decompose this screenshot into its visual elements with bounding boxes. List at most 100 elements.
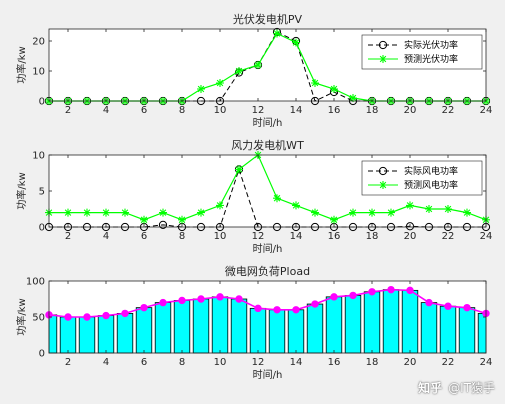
axes-bg-3 bbox=[49, 281, 486, 353]
predicted-point bbox=[216, 79, 224, 87]
load-point bbox=[254, 304, 262, 313]
bar bbox=[78, 316, 96, 354]
x-tick-label: 8 bbox=[179, 231, 185, 242]
load-point bbox=[64, 313, 72, 321]
bar bbox=[306, 303, 324, 354]
x-tick-label: 14 bbox=[290, 231, 303, 242]
load-point bbox=[349, 291, 357, 300]
x-tick-label: 20 bbox=[404, 231, 417, 242]
predicted-point bbox=[406, 201, 414, 210]
x-tick-label: 10 bbox=[214, 231, 227, 242]
load-point bbox=[102, 311, 110, 320]
x-tick-label: 16 bbox=[328, 231, 341, 242]
predicted-point bbox=[444, 205, 452, 213]
bar bbox=[344, 294, 362, 354]
x-tick-label: 12 bbox=[252, 105, 265, 116]
x-tick-label: 24 bbox=[480, 357, 493, 368]
x-tick-label: 18 bbox=[366, 231, 379, 242]
x-tick-label: 16 bbox=[328, 105, 341, 116]
x-tick-label: 22 bbox=[442, 105, 455, 116]
predicted-point bbox=[178, 215, 186, 224]
predicted-point bbox=[140, 215, 148, 224]
x-tick-label: 8 bbox=[179, 105, 185, 116]
bar bbox=[59, 316, 77, 354]
actual-point bbox=[158, 220, 168, 229]
y-tick-label: 10 bbox=[32, 67, 45, 78]
legend-label: 预测风电功率 bbox=[404, 179, 458, 191]
predicted-point bbox=[349, 94, 357, 102]
bar bbox=[325, 296, 343, 354]
x-tick-label: 20 bbox=[404, 105, 417, 116]
load-point bbox=[178, 296, 186, 305]
bar bbox=[211, 296, 229, 354]
bar bbox=[173, 300, 191, 354]
predicted-point bbox=[311, 79, 319, 87]
predicted-point bbox=[330, 215, 338, 224]
bar bbox=[382, 289, 400, 354]
x-axis-label-2: 时间/h bbox=[253, 242, 283, 255]
chart-title-1: 光伏发电机PV bbox=[233, 12, 303, 26]
y-tick-label: 10 bbox=[32, 151, 45, 162]
predicted-point bbox=[197, 85, 205, 93]
bar bbox=[477, 312, 487, 354]
watermark-handle: @IT猿手 bbox=[448, 381, 495, 395]
bar bbox=[97, 315, 115, 354]
y-tick-label: 100 bbox=[26, 277, 45, 288]
x-axis-label-1: 时间/h bbox=[253, 116, 283, 129]
predicted-point bbox=[216, 201, 224, 210]
chart-title-3: 微电网负荷Pload bbox=[225, 264, 310, 278]
y-tick-label: 50 bbox=[32, 313, 45, 324]
legend-marker bbox=[379, 181, 387, 189]
x-tick-label: 20 bbox=[404, 357, 417, 368]
watermark: 知乎 @IT猿手 bbox=[418, 379, 495, 396]
predicted-point bbox=[349, 208, 357, 217]
x-tick-label: 10 bbox=[214, 357, 227, 368]
bar bbox=[135, 307, 153, 354]
x-tick-label: 14 bbox=[290, 357, 303, 368]
x-tick-label: 6 bbox=[141, 357, 147, 368]
predicted-point bbox=[83, 208, 91, 217]
predicted-point bbox=[292, 201, 300, 210]
y-axis-label-3: 功率/kw bbox=[15, 298, 28, 335]
x-tick-label: 18 bbox=[366, 105, 379, 116]
x-tick-label: 12 bbox=[252, 231, 265, 242]
legend-marker bbox=[378, 40, 388, 50]
x-tick-label: 12 bbox=[252, 357, 265, 368]
predicted-point bbox=[463, 208, 471, 217]
x-tick-label: 6 bbox=[141, 105, 147, 116]
load-point bbox=[311, 300, 319, 308]
load-point bbox=[406, 286, 414, 295]
load-point bbox=[140, 303, 148, 312]
y-tick-label: 0 bbox=[39, 223, 45, 234]
load-point bbox=[159, 298, 167, 307]
load-point bbox=[83, 313, 91, 321]
x-tick-label: 18 bbox=[366, 357, 379, 368]
chart-title-2: 风力发电机WT bbox=[231, 138, 304, 152]
x-tick-label: 22 bbox=[442, 357, 455, 368]
load-point bbox=[292, 306, 300, 314]
plot-area-3 bbox=[45, 285, 490, 354]
load-point bbox=[330, 293, 338, 301]
predicted-point bbox=[235, 165, 243, 174]
legend-label: 实际光伏功率 bbox=[404, 39, 458, 51]
load-point bbox=[387, 285, 395, 294]
bar bbox=[458, 307, 476, 354]
legend-marker bbox=[378, 166, 388, 176]
bar bbox=[230, 298, 248, 354]
predicted-point bbox=[254, 61, 262, 69]
load-point bbox=[121, 309, 129, 318]
x-tick-label: 14 bbox=[290, 105, 303, 116]
x-axis-label-3: 时间/h bbox=[253, 368, 283, 381]
actual-point bbox=[405, 222, 415, 231]
x-tick-label: 2 bbox=[65, 357, 71, 368]
x-tick-label: 2 bbox=[65, 105, 71, 116]
x-tick-label: 22 bbox=[442, 231, 455, 242]
predicted-point bbox=[425, 205, 433, 213]
bar bbox=[401, 289, 419, 354]
predicted-point bbox=[197, 208, 205, 217]
load-point bbox=[216, 293, 224, 301]
bar bbox=[363, 291, 381, 354]
load-point bbox=[235, 295, 243, 303]
